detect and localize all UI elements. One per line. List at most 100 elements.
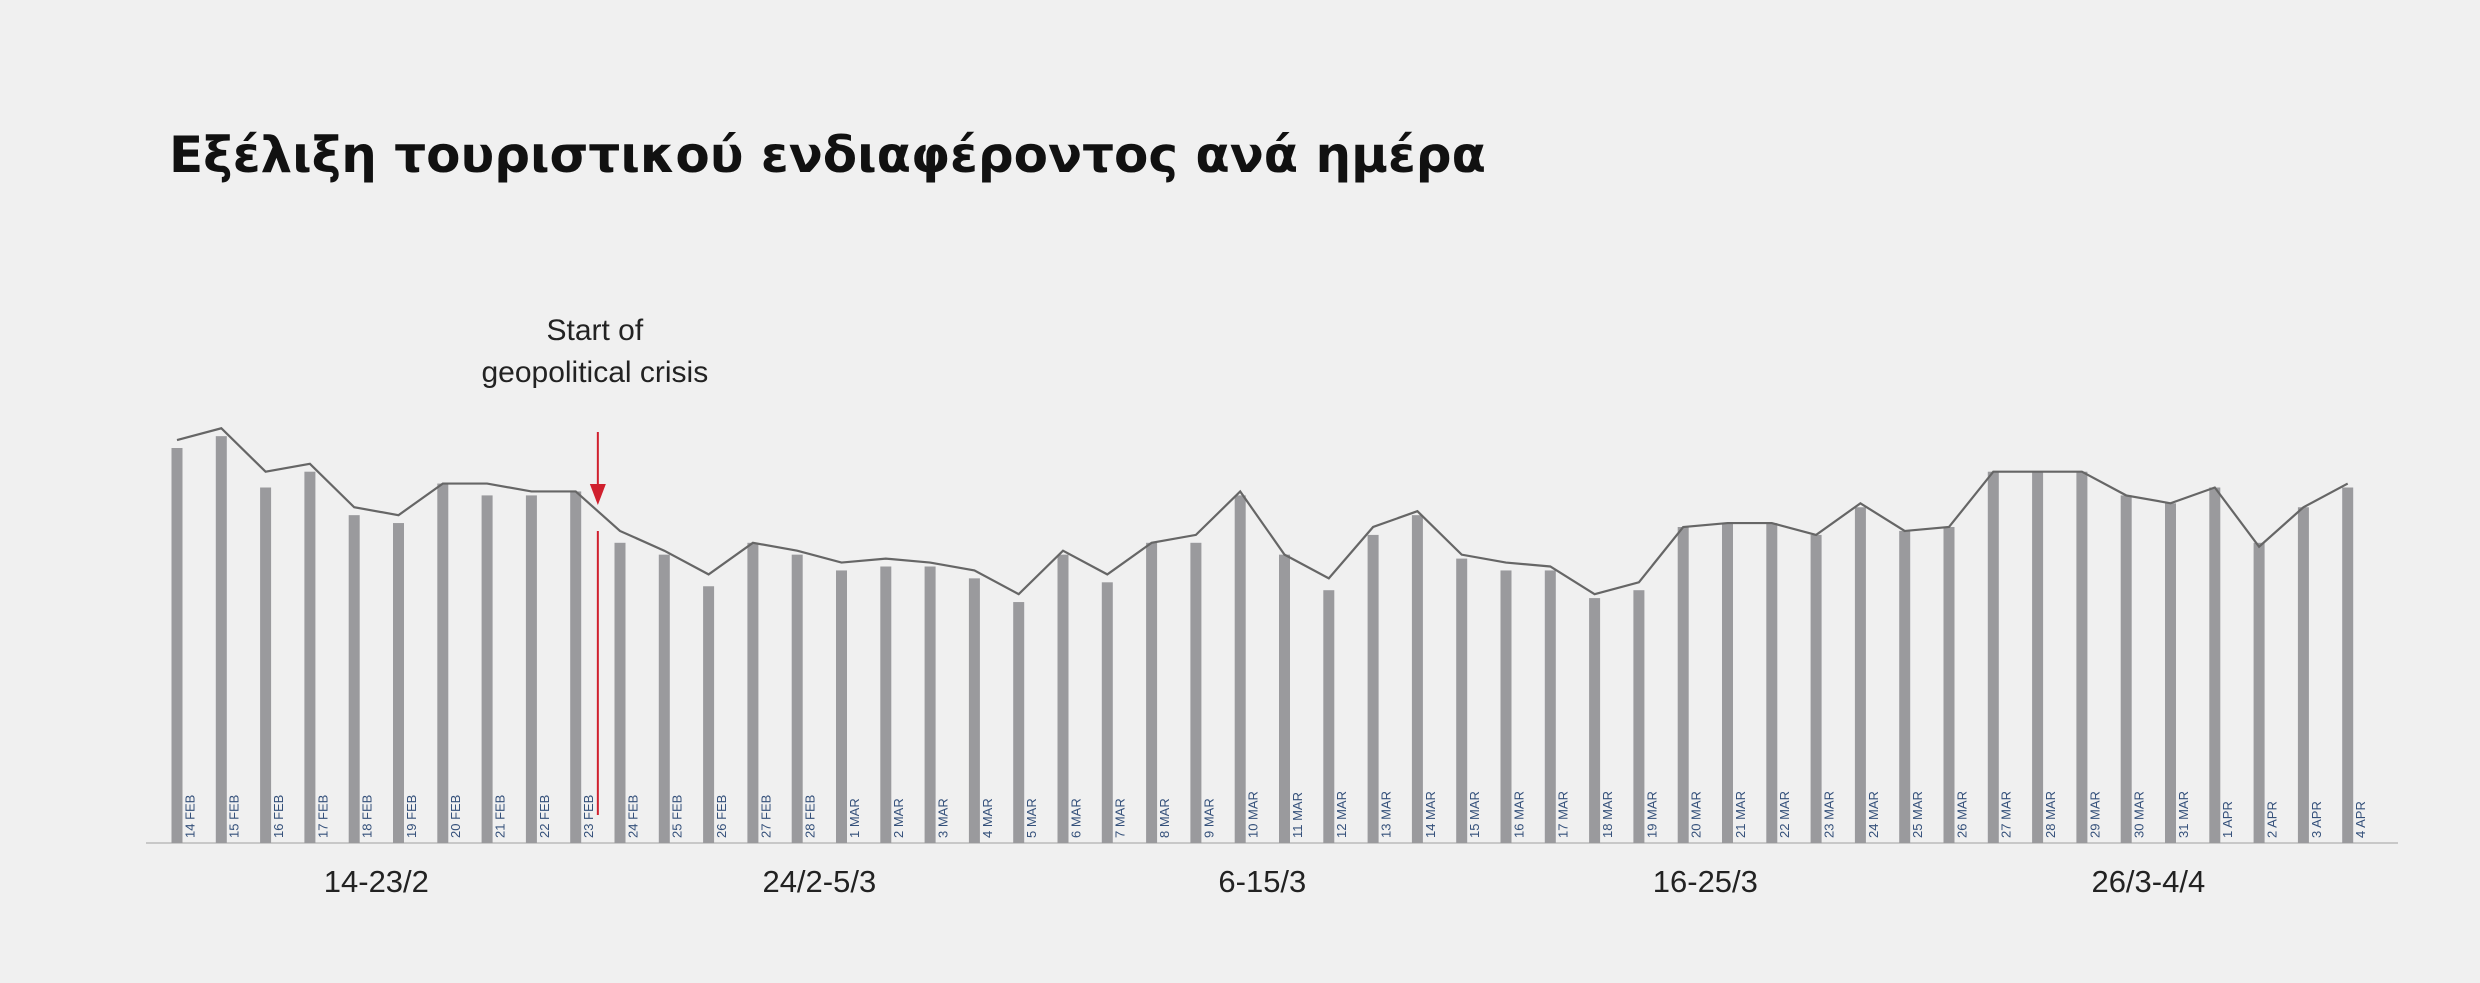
x-tick-label: 13 MAR <box>1379 791 1394 838</box>
x-tick-label: 25 FEB <box>670 795 685 838</box>
x-tick-label: 16 FEB <box>271 795 286 838</box>
bar <box>1722 523 1733 843</box>
x-tick-label: 17 MAR <box>1556 791 1571 838</box>
bar <box>525 495 537 843</box>
bar <box>1633 590 1645 843</box>
x-tick-label: 19 MAR <box>1644 791 1659 838</box>
x-tick-label: 6 MAR <box>1068 798 1083 838</box>
bar <box>348 515 360 843</box>
x-tick-label: 18 FEB <box>360 795 375 838</box>
x-tick-label: 9 MAR <box>1201 798 1216 838</box>
group-label: 24/2-5/3 <box>762 864 876 899</box>
bar <box>2253 542 2265 843</box>
bar <box>1101 582 1113 843</box>
bar <box>2120 495 2132 843</box>
bar <box>1810 534 1822 843</box>
x-tick-label: 24 MAR <box>1866 791 1881 838</box>
bar <box>2342 487 2354 843</box>
bar <box>1013 602 1025 843</box>
bar <box>437 483 449 843</box>
x-tick-label: 1 MAR <box>847 798 862 838</box>
bar <box>481 495 493 843</box>
bar <box>1456 558 1468 843</box>
x-tick-label: 25 MAR <box>1910 791 1925 838</box>
bar <box>1279 554 1290 843</box>
bar <box>924 566 936 843</box>
bar <box>393 523 404 843</box>
x-tick-label: 21 FEB <box>493 795 508 838</box>
bar <box>1766 523 1778 843</box>
chart-title: Εξέλιξη τουριστικού ενδιαφέροντος ανά ημ… <box>169 126 1486 184</box>
bar <box>304 471 316 843</box>
x-tick-label: 3 MAR <box>936 798 951 838</box>
group-label: 14-23/2 <box>324 864 429 899</box>
bar <box>703 586 715 843</box>
bar <box>1411 515 1423 843</box>
x-tick-label: 15 MAR <box>1467 791 1482 838</box>
bar <box>1943 527 1955 843</box>
bar <box>1544 570 1556 843</box>
bar <box>1854 507 1866 843</box>
x-tick-label: 14 FEB <box>182 795 197 838</box>
bar <box>968 578 980 843</box>
bar <box>836 570 847 843</box>
x-tick-label: 23 FEB <box>581 795 596 838</box>
bar <box>2297 507 2309 843</box>
bar <box>2076 471 2088 843</box>
x-tick-label: 14 MAR <box>1423 791 1438 838</box>
x-tick-label: 3 APR <box>2309 801 2324 838</box>
x-tick-label: 27 FEB <box>758 795 773 838</box>
x-tick-label: 27 MAR <box>1999 791 2014 838</box>
bar <box>2209 487 2221 843</box>
x-tick-label: 2 MAR <box>891 798 906 838</box>
x-tick-label: 26 FEB <box>714 795 729 838</box>
x-tick-label: 19 FEB <box>404 795 419 838</box>
x-tick-label: 18 MAR <box>1600 791 1615 838</box>
bar <box>1987 471 1999 843</box>
x-tick-label: 20 MAR <box>1689 791 1704 838</box>
line <box>176 427 2349 596</box>
x-tick-label: 16 MAR <box>1511 791 1526 838</box>
x-tick-label: 29 MAR <box>2087 791 2102 838</box>
group-label: 26/3-4/4 <box>2091 864 2205 899</box>
annotation: Start of geopolitical crisis <box>481 314 708 389</box>
x-tick-label: 30 MAR <box>2132 791 2147 838</box>
bar <box>1146 542 1158 843</box>
bar <box>2032 471 2044 843</box>
x-tick-label: 17 FEB <box>315 795 330 838</box>
bar <box>614 542 626 843</box>
bar <box>1190 542 1202 843</box>
x-tick-label: 1 APR <box>2220 801 2235 838</box>
x-tick-label: 2 APR <box>2265 801 2280 838</box>
x-tick-label: 20 FEB <box>448 795 463 838</box>
bar <box>570 491 582 843</box>
x-tick-label: 4 APR <box>2353 801 2368 838</box>
bar <box>747 542 759 843</box>
bar <box>2165 503 2176 843</box>
bar <box>260 487 272 843</box>
x-tick-label: 26 MAR <box>1954 791 1969 838</box>
group-label: 16-25/3 <box>1653 864 1758 899</box>
bar <box>1323 590 1335 843</box>
x-tick-label: 21 MAR <box>1733 791 1748 838</box>
bar <box>1677 527 1689 843</box>
bar <box>1234 495 1246 843</box>
bar <box>1367 534 1379 843</box>
x-tick-label: 8 MAR <box>1157 798 1172 838</box>
x-tick-label: 10 MAR <box>1246 791 1261 838</box>
bar <box>1500 570 1512 843</box>
x-tick-label: 28 FEB <box>803 795 818 838</box>
bar <box>1589 598 1601 843</box>
x-tick-label: 22 MAR <box>1777 791 1792 838</box>
x-tick-label: 5 MAR <box>1024 798 1039 838</box>
x-tick-label: 23 MAR <box>1822 791 1837 838</box>
x-tick-label: 4 MAR <box>980 798 995 838</box>
x-tick-label: 22 FEB <box>537 795 552 838</box>
bar <box>880 566 892 843</box>
bar <box>791 554 803 843</box>
annotation-arrowhead <box>589 484 606 505</box>
x-tick-label: 11 MAR <box>1290 792 1305 838</box>
group-label: 6-15/3 <box>1218 864 1306 899</box>
bar <box>215 436 227 843</box>
